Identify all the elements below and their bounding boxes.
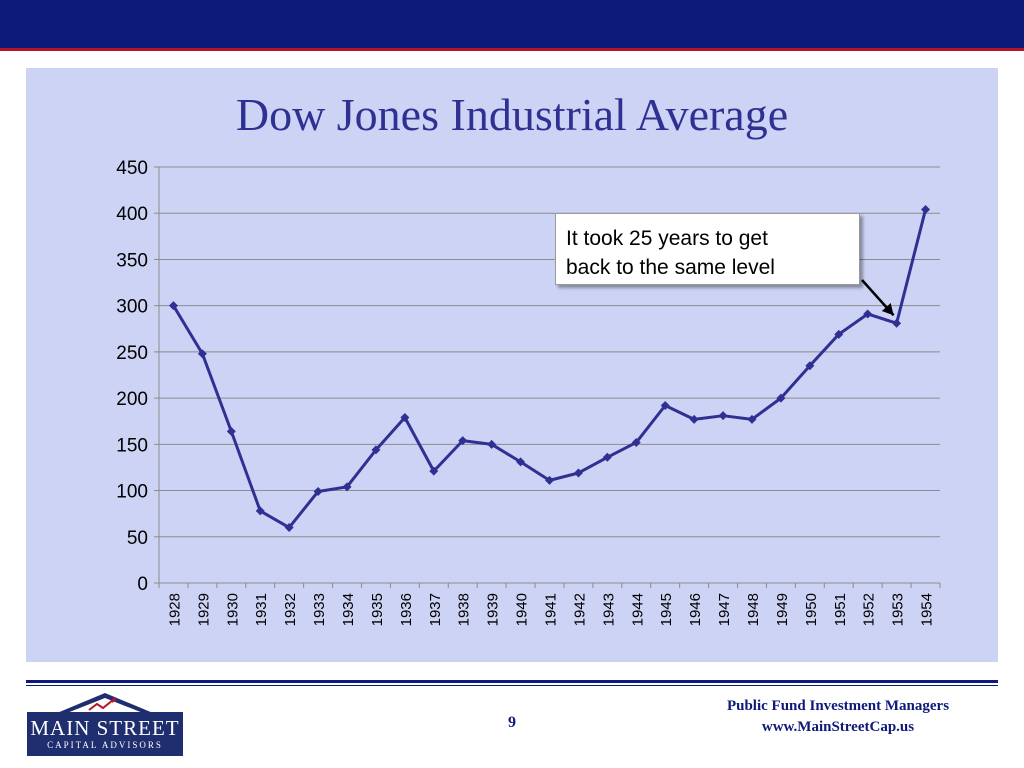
series bbox=[168, 205, 931, 533]
x-tick-label: 1939 bbox=[485, 593, 502, 626]
x-tick-label: 1954 bbox=[919, 593, 936, 626]
data-point-marker bbox=[313, 486, 323, 496]
y-tick-label: 50 bbox=[127, 528, 148, 549]
x-tick-label: 1941 bbox=[543, 593, 560, 626]
data-point-marker bbox=[197, 349, 207, 359]
x-tick-label: 1946 bbox=[687, 593, 704, 626]
logo-subtitle: CAPITAL ADVISORS bbox=[47, 740, 163, 750]
y-tick-label: 450 bbox=[116, 158, 148, 179]
x-tick-label: 1953 bbox=[890, 593, 907, 626]
x-tick-labels: 1928 1929 1930 1931 1932 1933 1934 1935 1936 1937… bbox=[166, 593, 935, 626]
footer-url: www.MainStreetCap.us bbox=[761, 719, 915, 735]
chart-title: Dow Jones Industrial Average bbox=[235, 89, 789, 140]
data-point-marker bbox=[573, 468, 583, 478]
x-tick-label: 1929 bbox=[195, 593, 212, 626]
data-point-marker bbox=[805, 361, 815, 371]
data-point-marker bbox=[226, 426, 236, 436]
main-street-logo: MAIN STREET CAPITAL ADVISORS bbox=[27, 690, 183, 756]
x-tick-label: 1938 bbox=[456, 593, 473, 626]
annotation-line-2: back to the same level bbox=[566, 256, 775, 279]
x-tick-label: 1942 bbox=[571, 593, 588, 626]
data-point-marker bbox=[602, 452, 612, 462]
data-point-marker bbox=[776, 393, 786, 403]
x-tick-label: 1933 bbox=[311, 593, 328, 626]
y-tick-label: 0 bbox=[137, 574, 148, 595]
annotation-arrow bbox=[861, 279, 895, 317]
line-chart: 0 50 100 150 200 250 300 350 400 450 1928 1929 1930… bbox=[116, 158, 941, 626]
data-point-marker bbox=[284, 523, 294, 533]
gridlines bbox=[159, 166, 940, 538]
header-band bbox=[0, 0, 1024, 52]
x-tick-label: 1931 bbox=[253, 593, 270, 626]
axes bbox=[154, 166, 941, 588]
data-point-marker bbox=[921, 205, 931, 215]
header-band-navy bbox=[0, 0, 1024, 48]
x-tick-label: 1940 bbox=[514, 593, 531, 626]
x-tick-label: 1928 bbox=[166, 593, 183, 626]
x-tick-label: 1936 bbox=[398, 593, 415, 626]
x-tick-label: 1947 bbox=[716, 593, 733, 626]
x-tick-label: 1944 bbox=[629, 593, 646, 626]
logo-roof-icon bbox=[57, 693, 153, 713]
x-tick-label: 1943 bbox=[600, 593, 617, 626]
x-tick-label: 1930 bbox=[224, 593, 241, 626]
annotation-arrow-head bbox=[881, 303, 894, 316]
data-point-marker bbox=[631, 437, 641, 447]
data-point-marker bbox=[342, 482, 352, 492]
y-tick-labels: 0 50 100 150 200 250 300 350 400 450 bbox=[116, 158, 148, 595]
data-point-marker bbox=[255, 506, 265, 516]
footer-rule bbox=[26, 680, 998, 683]
annotation-callout: It took 25 years to get back to the same… bbox=[555, 213, 860, 285]
y-tick-label: 200 bbox=[116, 389, 148, 410]
x-tick-label: 1949 bbox=[774, 593, 791, 626]
x-tick-label: 1945 bbox=[658, 593, 675, 626]
data-point-marker bbox=[689, 414, 699, 424]
data-point-marker bbox=[660, 401, 670, 411]
footer-rule-thin bbox=[26, 685, 998, 686]
data-point-marker bbox=[747, 414, 757, 424]
data-point-marker bbox=[371, 445, 381, 455]
data-point-marker bbox=[168, 301, 178, 311]
x-tick-label: 1948 bbox=[745, 593, 762, 626]
logo-box: MAIN STREET CAPITAL ADVISORS bbox=[27, 712, 183, 756]
x-tick-label: 1950 bbox=[803, 593, 820, 626]
data-point-marker bbox=[834, 329, 844, 339]
data-point-marker bbox=[458, 436, 468, 446]
y-tick-label: 250 bbox=[116, 343, 148, 364]
y-tick-label: 100 bbox=[116, 482, 148, 503]
y-tick-label: 400 bbox=[116, 204, 148, 225]
y-tick-label: 150 bbox=[116, 435, 148, 456]
data-point-marker bbox=[718, 411, 728, 421]
x-tick-label: 1951 bbox=[832, 593, 849, 626]
data-point-marker bbox=[429, 466, 439, 476]
x-tick-label: 1934 bbox=[340, 593, 357, 626]
page-number: 9 bbox=[508, 714, 516, 731]
data-point-marker bbox=[892, 318, 902, 328]
y-tick-label: 300 bbox=[116, 297, 148, 318]
header-band-red-stripe bbox=[0, 48, 1024, 51]
data-point-marker bbox=[863, 309, 873, 319]
data-point-marker bbox=[516, 457, 526, 467]
x-tick-label: 1952 bbox=[861, 593, 878, 626]
logo-name: MAIN STREET bbox=[30, 716, 180, 740]
data-point-marker bbox=[487, 439, 497, 449]
annotation-line-1: It took 25 years to get bbox=[566, 227, 768, 250]
y-tick-label: 350 bbox=[116, 250, 148, 271]
x-tick-label: 1935 bbox=[369, 593, 386, 626]
data-point-marker bbox=[400, 413, 410, 423]
x-tick-label: 1932 bbox=[282, 593, 299, 626]
x-tick-label: 1937 bbox=[427, 593, 444, 626]
footer-company-name: Public Fund Investment Managers bbox=[726, 698, 950, 714]
data-point-marker bbox=[545, 475, 554, 485]
